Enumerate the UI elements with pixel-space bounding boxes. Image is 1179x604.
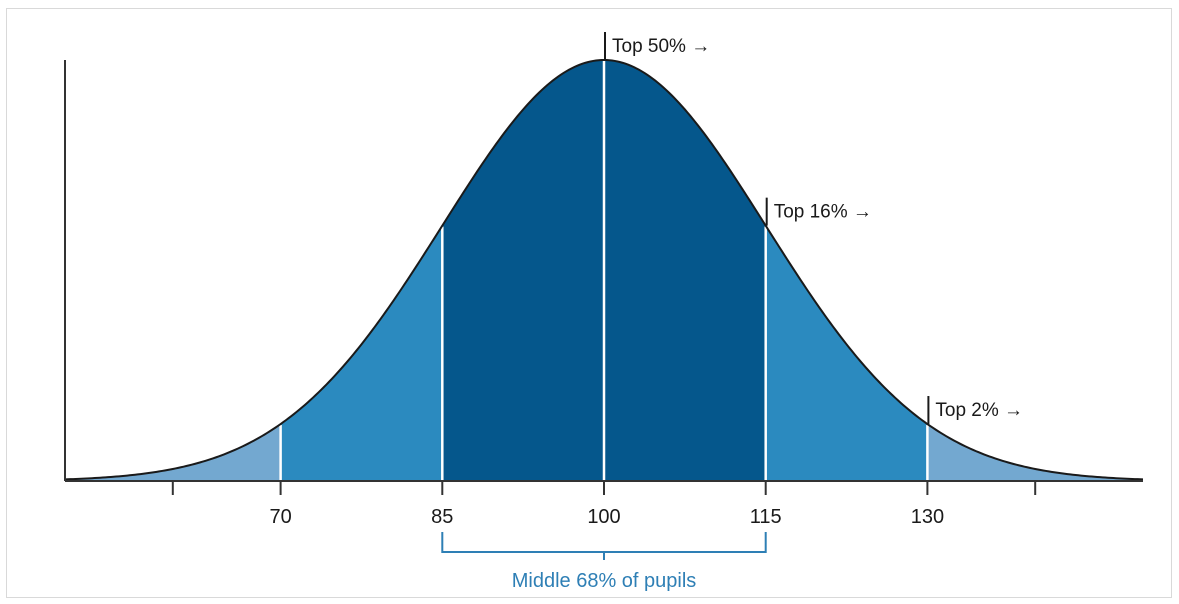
annotation-label-100: Top 50% → [612, 36, 710, 57]
x-tick-label-130: 130 [911, 506, 944, 528]
x-axis-tick-labels: 70 85 100 115 130 [269, 506, 944, 528]
x-axis-ticks [171, 481, 1037, 495]
percentile-annotations: Top 50% → Top 16% → Top 2% → [604, 32, 1023, 425]
band-4 [927, 424, 1143, 481]
x-tick-label-85: 85 [431, 506, 453, 528]
chart-frame [6, 8, 1172, 598]
x-tick-label-70: 70 [269, 506, 291, 528]
band-0 [65, 424, 281, 481]
middle-range-bracket: Middle 68% of pupils [441, 532, 767, 592]
annotation-label-115: Top 16% → [774, 202, 872, 223]
bracket-line [441, 532, 767, 553]
bracket-label: Middle 68% of pupils [512, 570, 697, 592]
divider-lines [279, 61, 929, 481]
x-tick-label-100: 100 [587, 506, 620, 528]
annotation-label-130: Top 2% → [935, 400, 1023, 421]
x-tick-label-115: 115 [750, 506, 782, 528]
